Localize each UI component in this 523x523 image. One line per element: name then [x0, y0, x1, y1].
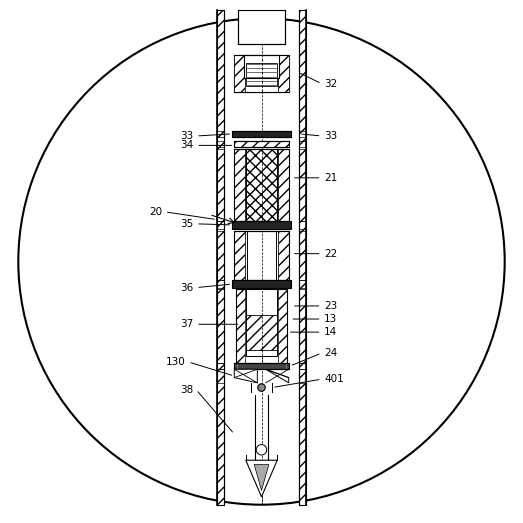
Bar: [234, 231, 289, 280]
Bar: [299, 10, 306, 505]
Circle shape: [258, 384, 265, 391]
Bar: [245, 55, 278, 92]
Text: 36: 36: [180, 282, 194, 293]
Bar: [232, 131, 291, 137]
Bar: [246, 289, 277, 356]
Bar: [236, 289, 245, 363]
Bar: [278, 149, 289, 221]
Bar: [234, 231, 245, 280]
Text: 37: 37: [180, 319, 194, 329]
Bar: [234, 149, 245, 221]
Bar: [234, 55, 245, 92]
Text: 14: 14: [324, 327, 337, 337]
Bar: [246, 315, 277, 350]
Text: 22: 22: [324, 248, 337, 259]
Polygon shape: [254, 464, 269, 491]
Text: 401: 401: [324, 374, 344, 384]
Text: 130: 130: [166, 357, 186, 367]
Bar: [232, 280, 291, 288]
Bar: [232, 221, 291, 229]
Bar: [245, 231, 278, 280]
Bar: [238, 10, 285, 44]
Text: 33: 33: [324, 131, 337, 141]
Bar: [244, 55, 279, 78]
Bar: [217, 10, 224, 505]
Text: 38: 38: [180, 384, 194, 395]
Polygon shape: [246, 460, 277, 497]
Bar: [234, 141, 289, 147]
Bar: [234, 55, 289, 92]
Text: 32: 32: [324, 78, 337, 89]
Bar: [234, 149, 289, 221]
Text: 35: 35: [180, 219, 194, 229]
Bar: [278, 231, 289, 280]
Text: 21: 21: [324, 173, 337, 183]
Text: 33: 33: [180, 131, 194, 141]
Circle shape: [256, 445, 267, 455]
Bar: [278, 289, 287, 363]
Text: 23: 23: [324, 301, 337, 311]
Bar: [278, 55, 289, 92]
Bar: [234, 363, 289, 369]
Polygon shape: [266, 369, 289, 383]
Polygon shape: [234, 369, 257, 383]
Text: 24: 24: [324, 348, 337, 358]
Bar: [245, 149, 278, 221]
Text: 34: 34: [180, 140, 194, 151]
Text: 13: 13: [324, 314, 337, 324]
Bar: [246, 63, 277, 86]
Text: 20: 20: [149, 207, 162, 217]
